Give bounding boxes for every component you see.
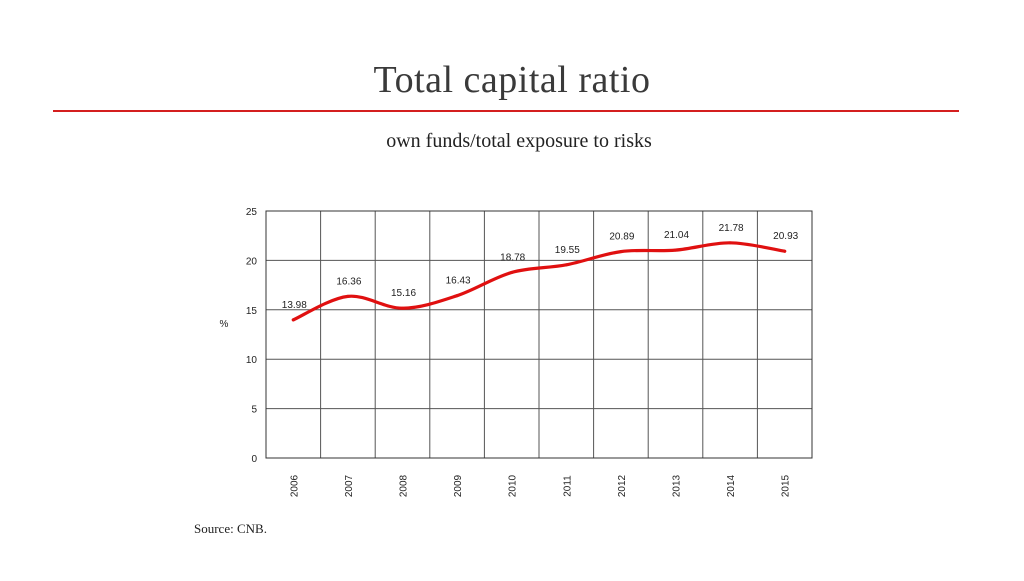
data-point (783, 249, 787, 253)
source-note: Source: CNB. (194, 521, 267, 536)
axis-layer: 0 5 10 15 20 25% 2006 2007 2008 2009 2010 2011 2012 2… (220, 207, 792, 497)
slide-title: Total capital ratio (373, 59, 651, 101)
x-tick-label: 2008 (399, 474, 410, 497)
y-axis-label: % (220, 319, 229, 330)
x-tick-label: 2013 (672, 474, 683, 497)
y-tick-label: 5 (251, 405, 257, 416)
y-tick-label: 20 (246, 256, 258, 267)
label-layer: 13.98 16.36 15.16 16.43 18.78 19.55 20.89 21.04… (282, 223, 799, 311)
data-point (346, 294, 350, 298)
data-label: 21.04 (664, 230, 689, 241)
data-point (455, 294, 459, 298)
data-label: 20.93 (773, 231, 798, 242)
slide-subtitle: own funds/total exposure to risks (386, 130, 652, 152)
y-tick-label: 10 (246, 355, 258, 366)
data-label: 13.98 (282, 300, 307, 311)
data-label: 19.55 (555, 245, 580, 256)
title-divider (53, 110, 959, 112)
data-point (619, 250, 623, 254)
x-tick-label: 2015 (781, 474, 792, 497)
data-label: 18.78 (500, 252, 525, 263)
data-label: 16.36 (336, 276, 361, 287)
series-line (291, 241, 787, 322)
y-tick-label: 25 (246, 207, 258, 218)
x-tick-label: 2014 (726, 474, 737, 497)
plot-border (265, 210, 813, 459)
data-point (674, 248, 677, 252)
x-tick-label: 2009 (453, 474, 464, 497)
x-tick-label: 2010 (508, 474, 519, 497)
data-point (564, 263, 568, 267)
data-point (728, 241, 732, 245)
data-point (401, 306, 404, 310)
y-tick-label: 15 (246, 306, 258, 317)
data-label: 20.89 (609, 232, 634, 243)
data-label: 15.16 (391, 288, 416, 299)
y-tick-label: 0 (251, 454, 257, 465)
data-label: 21.78 (719, 223, 744, 234)
data-point (291, 318, 295, 322)
grid-layer (265, 210, 813, 459)
x-tick-label: 2011 (562, 475, 573, 497)
x-tick-label: 2006 (289, 474, 300, 497)
data-label: 16.43 (446, 276, 471, 287)
data-point (510, 270, 514, 274)
x-tick-label: 2007 (344, 474, 355, 497)
series-layer (291, 241, 787, 322)
x-tick-label: 2012 (617, 474, 628, 497)
